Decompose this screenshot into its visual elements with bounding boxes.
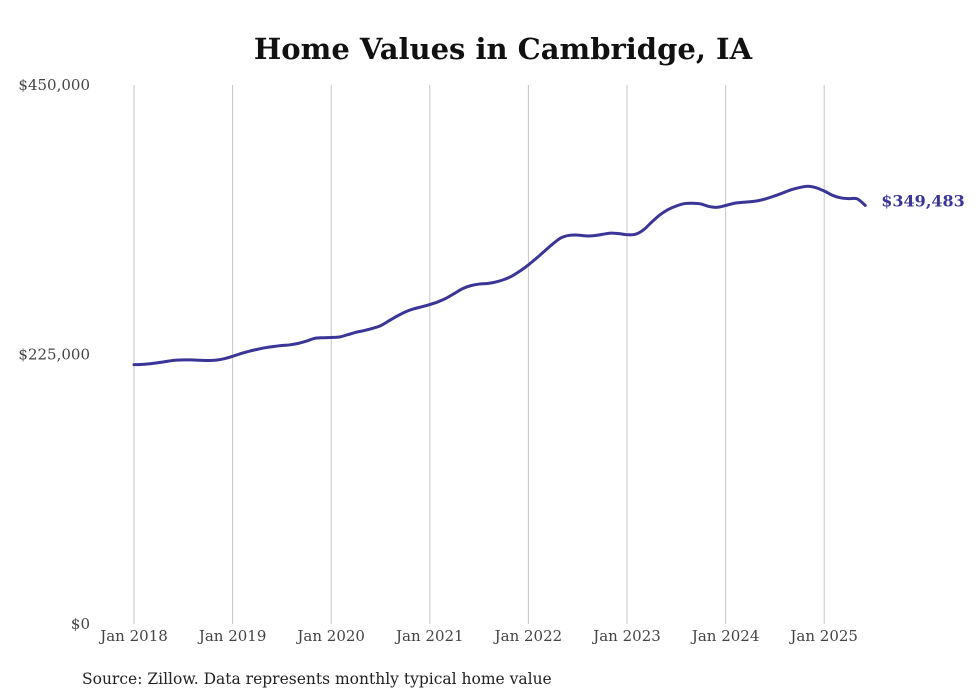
x-tick-label: Jan 2018 <box>98 627 168 645</box>
home-value-line <box>132 184 867 367</box>
chart-title: Home Values in Cambridge, IA <box>254 32 753 66</box>
y-tick-label: $0 <box>71 615 90 633</box>
y-axis-ticks: $0 $225,000 $450,000 <box>18 76 90 633</box>
x-tick-label: Jan 2025 <box>788 627 858 645</box>
y-tick-label: $225,000 <box>18 346 90 364</box>
gridlines <box>133 85 825 624</box>
end-value-label: $349,483 <box>881 191 965 210</box>
x-axis-ticks: Jan 2018 Jan 2019 Jan 2020 Jan 2021 Jan 2022… <box>98 627 858 645</box>
x-tick-label: Jan 2020 <box>295 627 365 645</box>
x-tick-label: Jan 2022 <box>493 627 563 645</box>
y-tick-label: $450,000 <box>18 76 90 94</box>
source-note: Source: Zillow. Data represents monthly … <box>82 670 552 688</box>
x-tick-label: Jan 2021 <box>394 627 464 645</box>
x-tick-label: Jan 2024 <box>690 627 760 645</box>
x-tick-label: Jan 2023 <box>591 627 661 645</box>
x-tick-label: Jan 2019 <box>197 627 267 645</box>
